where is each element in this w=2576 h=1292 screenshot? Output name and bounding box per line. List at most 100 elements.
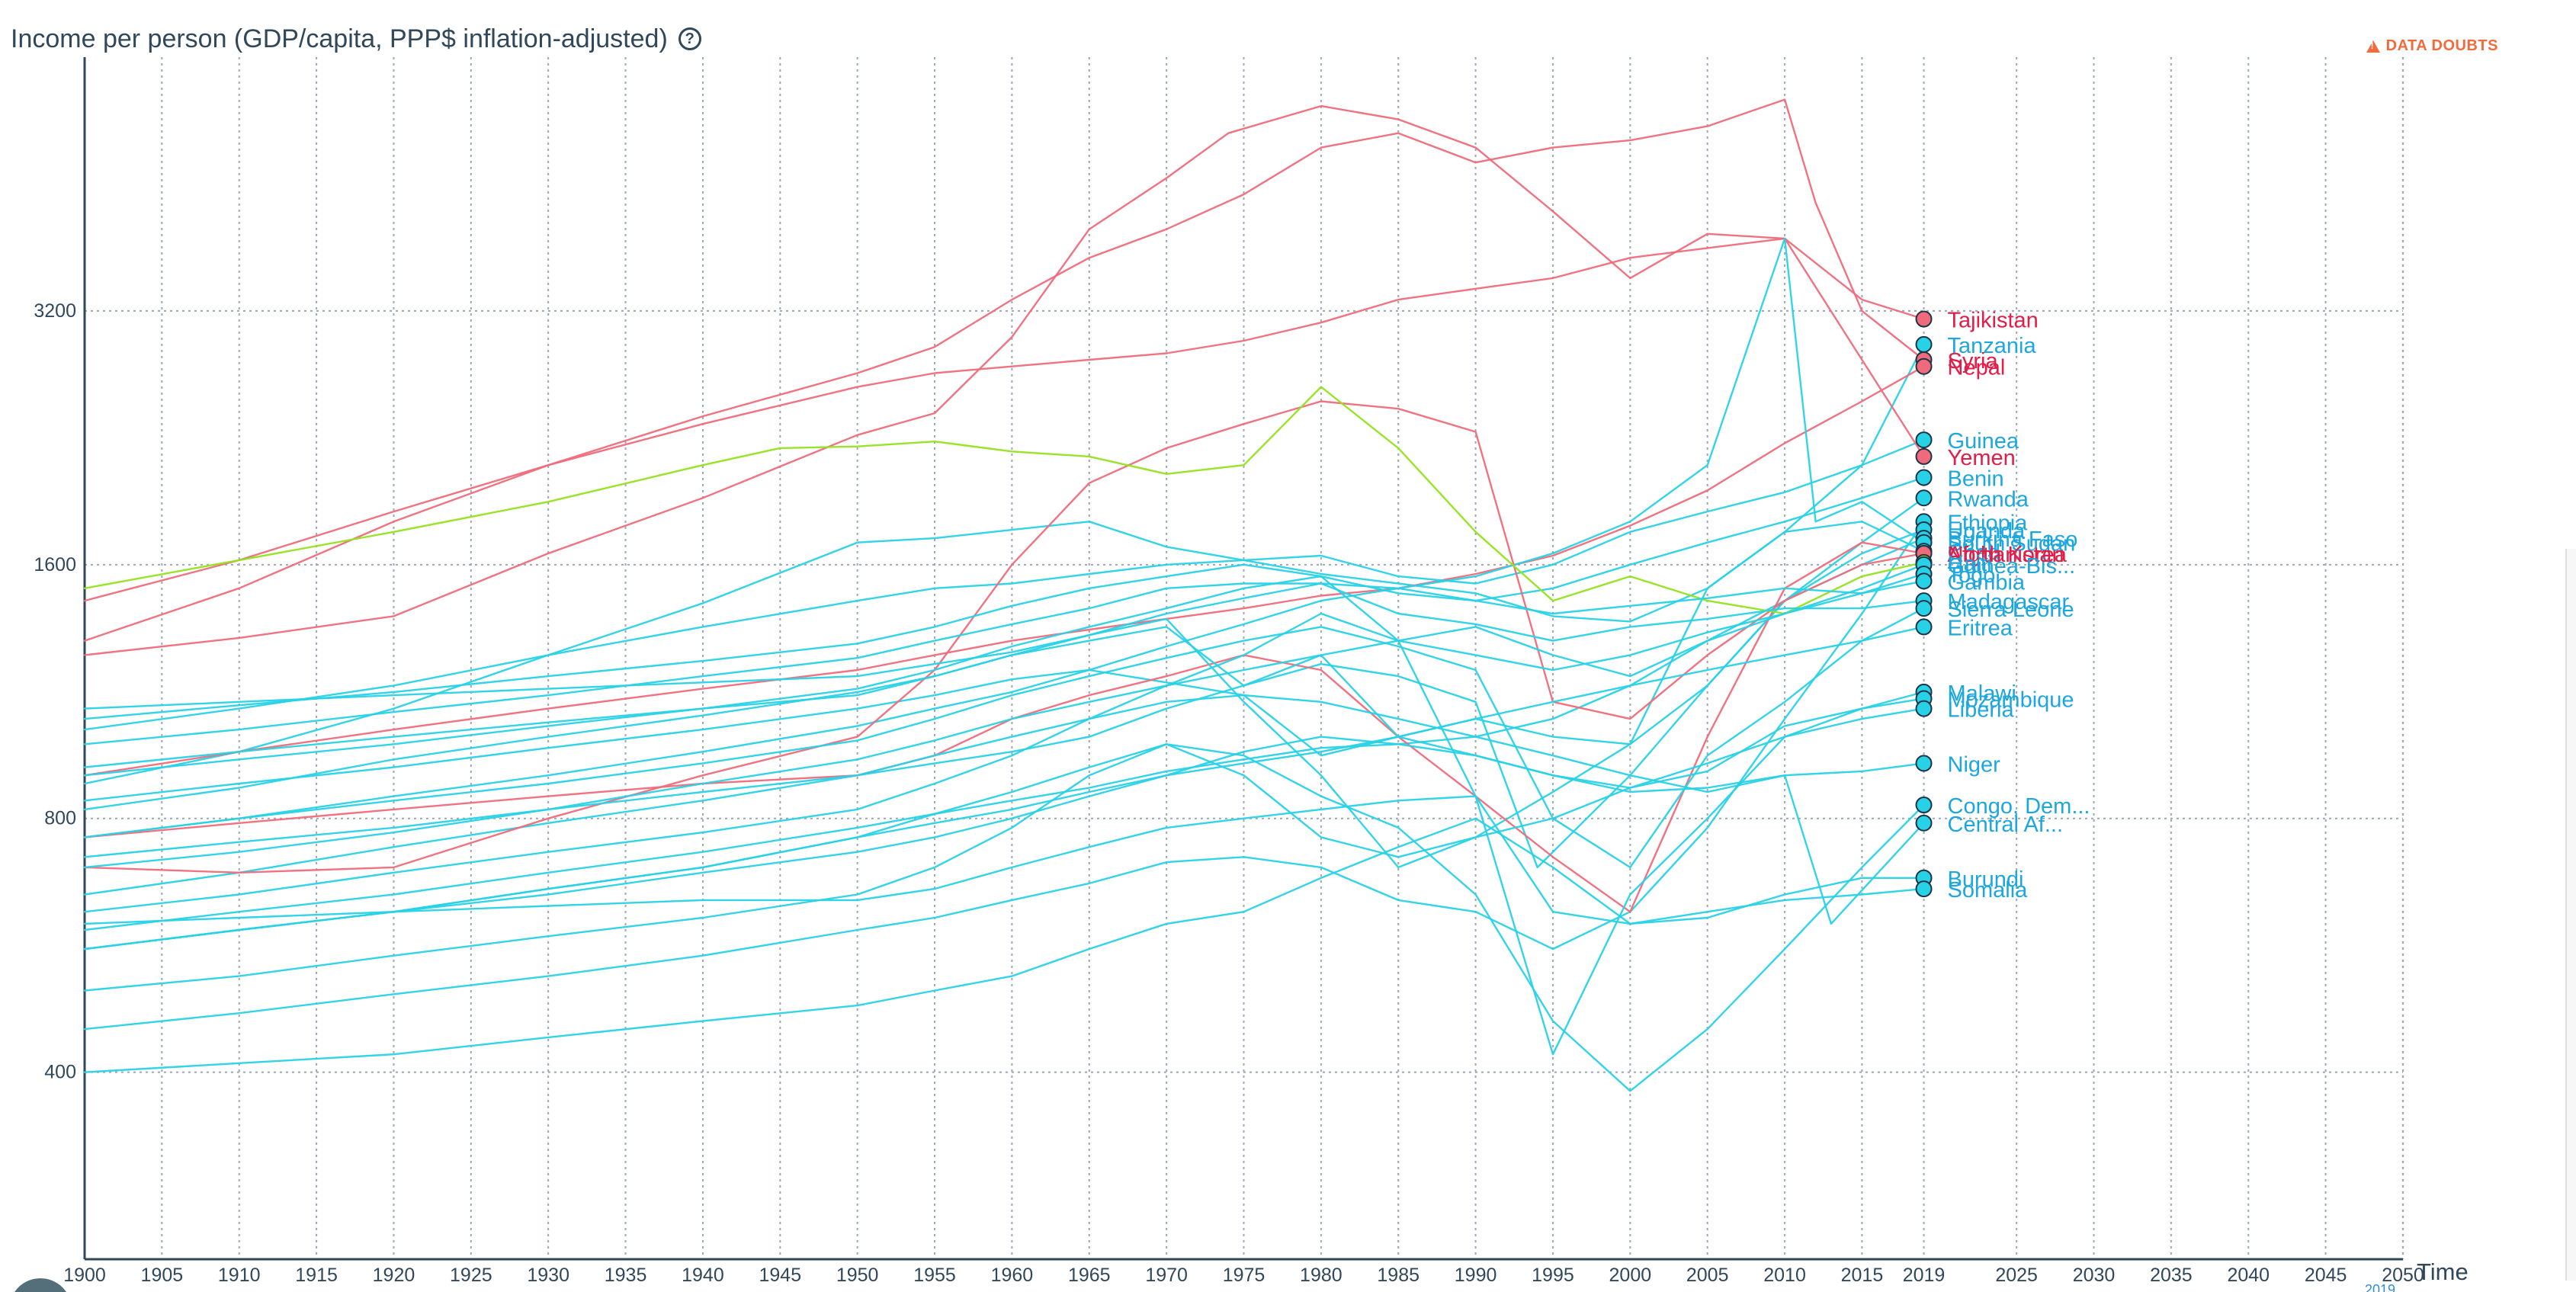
series-line[interactable] [83, 817, 1925, 1073]
series-end-point[interactable] [1915, 572, 1933, 590]
series-line[interactable] [83, 575, 1925, 777]
series-line[interactable] [83, 438, 1925, 731]
x-tick-label: 2019 [1903, 1265, 1946, 1286]
series-end-label[interactable]: Central Af... [1948, 813, 2064, 837]
series-line[interactable] [83, 237, 1925, 838]
series-line[interactable] [83, 626, 1925, 951]
y-tick-label: 3200 [34, 300, 76, 322]
series-end-label[interactable]: North Korea [1948, 543, 2068, 567]
x-tick-label: 1910 [218, 1265, 261, 1286]
series-line[interactable] [83, 386, 1925, 615]
series-line[interactable] [83, 497, 1925, 896]
data-doubts-label: DATA DOUBTS [2385, 37, 2498, 54]
series-end-label[interactable]: Afghanistan [1948, 543, 2064, 567]
series-line[interactable] [83, 343, 1925, 785]
series-line[interactable] [83, 537, 1925, 931]
series-end-label[interactable]: Rwanda [1948, 487, 2029, 511]
series-end-label[interactable]: Liberia [1948, 698, 2015, 723]
series-end-label[interactable]: Burundi [1948, 867, 2024, 892]
series-line[interactable] [83, 694, 1925, 925]
series-line[interactable] [83, 98, 1925, 642]
series-end-label[interactable]: Gambia [1948, 570, 2026, 595]
x-tick-label: 1990 [1455, 1265, 1497, 1286]
x-tick-label: 1985 [1377, 1265, 1420, 1286]
series-end-label[interactable]: Malawi [1948, 681, 2016, 706]
series-end-label[interactable]: Guinea-Bis... [1948, 554, 2076, 579]
series-end-point[interactable] [1915, 431, 1933, 449]
series-line[interactable] [83, 521, 1925, 1031]
x-tick-label: 2015 [1841, 1265, 1884, 1286]
series-end-label[interactable]: Ethiopia [1948, 511, 2029, 535]
series-end-label[interactable]: Guinea [1948, 429, 2019, 454]
series-line[interactable] [83, 476, 1925, 811]
x-tick-label: 1935 [605, 1265, 647, 1286]
series-end-label[interactable]: South Sudan [1948, 532, 2076, 556]
series-line[interactable] [83, 617, 1925, 869]
series-line[interactable] [83, 521, 1925, 802]
x-tick-label: 1940 [682, 1265, 724, 1286]
series-end-point[interactable] [1915, 700, 1933, 717]
series-end-label[interactable]: Haiti [1948, 552, 1992, 576]
series-end-label[interactable]: Tajikistan [1948, 309, 2039, 333]
series-end-point[interactable] [1915, 469, 1933, 486]
x-tick-label: 2045 [2305, 1265, 2347, 1286]
series-end-point[interactable] [1915, 755, 1933, 772]
x-tick-label: 1980 [1300, 1265, 1343, 1286]
series-end-label[interactable]: Burkina Faso [1948, 527, 2078, 552]
data-doubts-button[interactable]: DATA DOUBTS [2366, 37, 2498, 55]
help-icon[interactable]: ? [678, 27, 701, 50]
x-tick-label: 1960 [991, 1265, 1034, 1286]
series-end-label[interactable]: Mozambique [1948, 688, 2074, 712]
series-end-point[interactable] [1915, 880, 1933, 898]
series-end-label[interactable]: Yemen [1948, 446, 2016, 470]
floating-action-circle[interactable] [9, 1278, 72, 1292]
series-line[interactable] [83, 572, 1925, 913]
x-tick-label: 2025 [1995, 1265, 2038, 1286]
series-end-point[interactable] [1915, 618, 1933, 636]
series-end-label[interactable]: Chad [1948, 540, 2000, 565]
series-line[interactable] [83, 365, 1925, 777]
series-line[interactable] [83, 691, 1925, 951]
end-markers [1915, 310, 1933, 898]
series-end-label[interactable]: Congo, Dem... [1948, 794, 2090, 819]
right-panel-edge[interactable] [2565, 549, 2576, 1281]
series-end-point[interactable] [1915, 797, 1933, 814]
x-tick-label: 1925 [450, 1265, 492, 1286]
grid-lines [84, 57, 2404, 1259]
series-end-label[interactable]: Syria [1948, 349, 1999, 373]
x-tick-label: 2030 [2073, 1265, 2116, 1286]
series-end-point[interactable] [1915, 814, 1933, 832]
series-line[interactable] [83, 563, 1925, 869]
chart-title[interactable]: Income per person (GDP/capita, PPP$ infl… [11, 26, 701, 52]
series-line[interactable] [83, 582, 1925, 745]
series-line[interactable] [83, 237, 1925, 602]
series-end-point[interactable] [1915, 335, 1933, 353]
series-line[interactable] [83, 541, 1925, 913]
series-line[interactable] [83, 743, 1925, 1092]
series-line[interactable] [83, 400, 1925, 874]
series-end-label[interactable]: Madagascar [1948, 590, 2070, 614]
x-tick-label: 2010 [1763, 1265, 1806, 1286]
series-end-point[interactable] [1915, 310, 1933, 328]
series-end-label[interactable]: Tanzania [1948, 334, 2037, 358]
x-axis-title[interactable]: Time [2417, 1258, 2469, 1285]
series-end-point[interactable] [1915, 600, 1933, 617]
series-end-point[interactable] [1915, 357, 1933, 375]
series-end-label[interactable]: Sierra Leone [1948, 598, 2074, 622]
series-end-point[interactable] [1915, 489, 1933, 507]
series-end-label[interactable]: Nepal [1948, 356, 2006, 380]
x-tick-label: 2040 [2227, 1265, 2270, 1286]
series-end-label[interactable]: Uganda [1948, 519, 2026, 543]
series-line[interactable] [83, 104, 1925, 656]
series-end-label[interactable]: Eritrea [1948, 616, 2013, 640]
series-line[interactable] [83, 795, 1925, 925]
series-end-point[interactable] [1915, 447, 1933, 465]
series-end-label[interactable]: Benin [1948, 467, 2004, 492]
series-line[interactable] [83, 563, 1925, 1056]
series-end-label[interactable]: Togo [1948, 563, 1996, 588]
series-lines [83, 98, 1925, 1092]
series-end-label[interactable]: Niger [1948, 752, 2001, 777]
x-tick-label: 1900 [63, 1265, 106, 1286]
series-end-label[interactable]: Somalia [1948, 878, 2029, 902]
